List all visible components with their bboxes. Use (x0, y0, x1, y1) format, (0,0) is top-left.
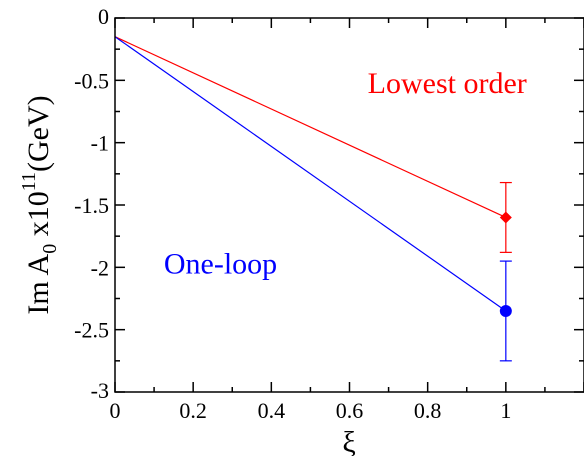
x-tick-label: 0.8 (414, 398, 442, 423)
series-label: One-loop (164, 248, 277, 281)
series-lowest-order (114, 36, 512, 253)
series-label: Lowest order (368, 67, 527, 100)
y-axis-label-subscript: 0 (39, 244, 61, 254)
y-tick-label: -2 (91, 255, 109, 280)
series-layer (114, 36, 512, 362)
y-tick-label: -1.5 (74, 193, 109, 218)
y-tick-label: -1 (91, 131, 109, 156)
plot-frame (114, 17, 584, 393)
series-one-loop (114, 36, 512, 362)
y-tick-labels: 0 -0.5 -1 -1.5 -2 -2.5 -3 (74, 4, 109, 403)
x-axis-label: ξ (342, 426, 355, 456)
y-tick-label: -0.5 (74, 68, 109, 93)
x-tick-label: 0.6 (336, 398, 364, 423)
x-tick-label: 0 (110, 398, 121, 423)
annotations: Lowest order One-loop (164, 67, 527, 281)
y-tick-label: -3 (91, 378, 109, 403)
y-axis-label-superscript: 11 (18, 172, 40, 191)
x-tick-label: 0.4 (258, 398, 286, 423)
x-tick-labels: 0 0.2 0.4 0.6 0.8 1 (110, 398, 512, 423)
y-axis-label-middle: x10 (22, 191, 55, 244)
y-tick-label: 0 (98, 4, 109, 29)
y-axis-label-suffix: (GeV) (22, 95, 55, 172)
data-point (499, 211, 512, 224)
x-tick-label: 0.2 (179, 398, 207, 423)
y-axis-label-prefix: Im A (22, 253, 55, 314)
x-tick-label: 1 (500, 398, 511, 423)
data-point (499, 304, 512, 317)
series-line (114, 36, 507, 219)
y-tick-label: -2.5 (74, 318, 109, 343)
y-axis-label: Im A0 x1011(GeV) (18, 95, 61, 314)
series-line (114, 36, 507, 312)
